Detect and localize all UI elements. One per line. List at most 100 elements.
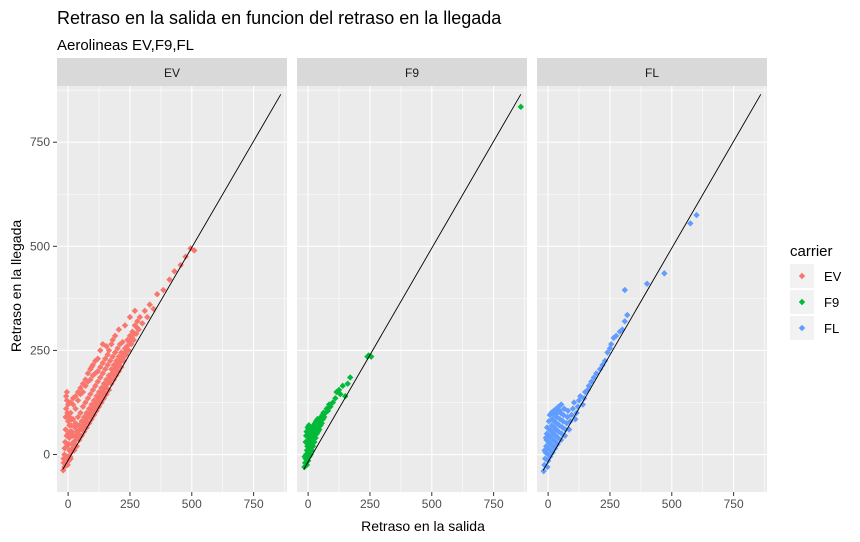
data-point xyxy=(77,384,84,392)
legend-item-f9: F9 xyxy=(790,290,839,314)
data-point xyxy=(131,307,139,315)
data-point xyxy=(74,388,82,396)
data-point xyxy=(82,417,90,424)
data-point xyxy=(548,428,556,435)
data-point xyxy=(100,388,107,395)
data-point xyxy=(606,345,614,352)
data-point xyxy=(61,445,68,452)
data-point xyxy=(74,413,82,421)
data-point xyxy=(92,382,99,390)
legend-symbol xyxy=(798,298,806,306)
y-axis-title: Retraso en la llegada xyxy=(8,220,24,353)
legend: carrier EV F9 FL xyxy=(790,243,842,340)
data-point xyxy=(88,363,95,371)
data-point xyxy=(64,401,72,408)
legend-title: carrier xyxy=(790,243,833,260)
panel-f9: F9 0 250 500 750 xyxy=(297,58,527,511)
data-point xyxy=(81,413,88,421)
data-point xyxy=(79,403,87,410)
data-point xyxy=(75,430,82,437)
data-point xyxy=(104,351,111,358)
legend-label: F9 xyxy=(824,295,839,310)
data-point xyxy=(549,415,556,423)
data-point xyxy=(123,343,131,350)
data-point xyxy=(604,349,611,356)
data-point xyxy=(126,313,134,321)
data-point xyxy=(108,365,115,373)
data-point xyxy=(153,291,161,298)
data-point xyxy=(65,440,72,448)
facet-panels: EV 0 250 500 750 F9 0 250 500 750 FL 0 250 500 750 xyxy=(57,58,767,511)
data-point xyxy=(104,379,112,387)
data-point xyxy=(540,467,547,475)
x-tick-label: 750 xyxy=(724,497,744,511)
data-point xyxy=(63,388,71,396)
data-point xyxy=(569,405,577,412)
data-point xyxy=(661,270,668,277)
facet-strip-label: F9 xyxy=(405,66,419,80)
data-point xyxy=(63,432,70,439)
data-point xyxy=(111,349,119,356)
chart-subtitle: Aerolineas EV,F9,FL xyxy=(57,37,194,54)
x-tick-label: 250 xyxy=(120,497,140,511)
data-point xyxy=(136,313,144,321)
data-point xyxy=(97,392,104,399)
data-point xyxy=(549,449,556,456)
data-point xyxy=(554,440,561,448)
data-point xyxy=(551,418,558,425)
data-point xyxy=(579,401,586,408)
legend-label: EV xyxy=(824,269,842,284)
x-tick-label: 750 xyxy=(484,497,504,511)
data-point xyxy=(80,421,87,428)
data-point xyxy=(92,357,99,365)
data-point xyxy=(310,432,318,439)
data-point xyxy=(624,311,631,319)
trend-line xyxy=(62,94,282,470)
data-point xyxy=(63,397,71,404)
data-point xyxy=(144,313,151,321)
data-point xyxy=(71,424,79,431)
data-point xyxy=(332,395,339,402)
x-axis-title: Retraso en la salida xyxy=(361,518,485,534)
data-point xyxy=(109,371,117,378)
data-point xyxy=(131,330,138,337)
legend-item-ev: EV xyxy=(790,264,842,288)
x-tick-label: 0 xyxy=(65,497,72,511)
legend-item-fl: FL xyxy=(790,316,839,340)
data-point xyxy=(90,404,97,412)
data-point xyxy=(307,436,315,444)
data-point xyxy=(141,307,148,315)
legend-symbol xyxy=(798,324,806,332)
data-point xyxy=(109,353,116,360)
data-point xyxy=(84,395,92,402)
data-point xyxy=(82,376,89,383)
data-point xyxy=(146,301,153,308)
data-point xyxy=(131,322,139,329)
data-point xyxy=(99,359,106,367)
data-point xyxy=(72,436,80,444)
y-tick-label: 0 xyxy=(43,448,50,462)
data-point xyxy=(552,438,559,446)
facet-strip-label: EV xyxy=(164,66,180,80)
data-point xyxy=(134,318,141,325)
data-point xyxy=(541,447,548,454)
data-point xyxy=(89,386,97,394)
y-tick-label: 750 xyxy=(30,135,50,149)
data-point xyxy=(115,326,123,333)
data-point xyxy=(79,380,87,387)
data-point xyxy=(97,363,104,371)
data-point xyxy=(79,388,87,396)
y-tick-label: 250 xyxy=(30,343,50,357)
panel-ev: EV 0 250 500 750 xyxy=(57,58,287,511)
data-point xyxy=(103,343,110,350)
data-point xyxy=(90,397,98,404)
x-tick-label: 0 xyxy=(305,497,312,511)
data-point xyxy=(562,426,569,433)
data-point xyxy=(549,442,557,450)
data-point xyxy=(588,378,595,385)
y-tick-label: 500 xyxy=(30,239,50,253)
data-point xyxy=(550,407,558,414)
data-point xyxy=(551,445,559,452)
data-point xyxy=(550,430,557,437)
data-point xyxy=(77,425,85,432)
